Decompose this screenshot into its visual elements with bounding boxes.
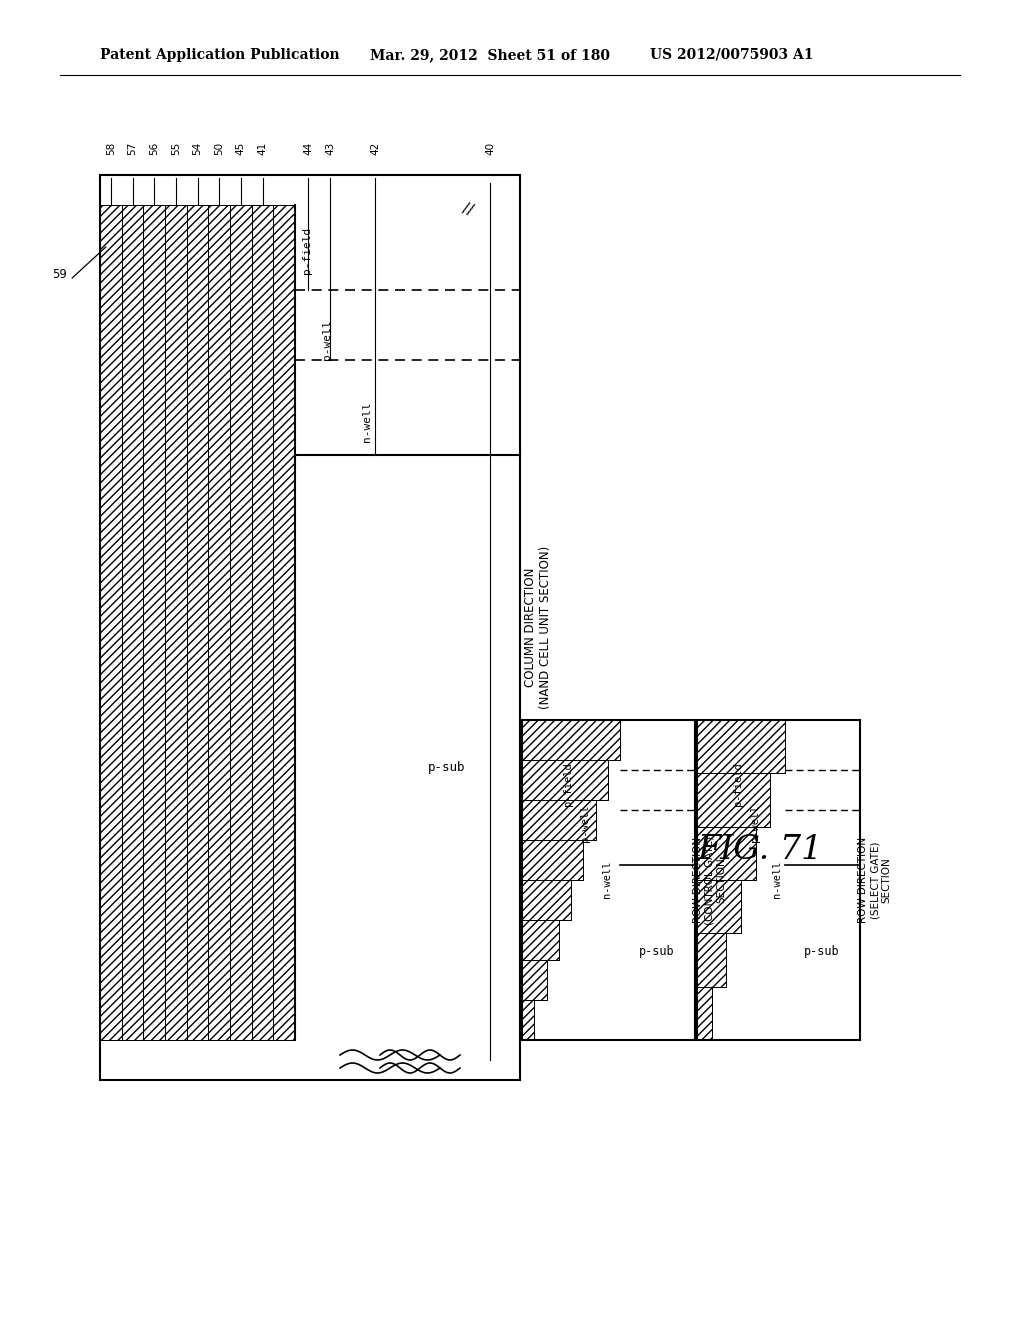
Bar	[522, 760, 608, 800]
Bar	[186, 205, 208, 1040]
Text: p-sub: p-sub	[639, 945, 675, 958]
Text: ROW DIRECTION
(CONTROL GATE)
SECTION: ROW DIRECTION (CONTROL GATE) SECTION	[693, 836, 727, 924]
Bar	[522, 920, 559, 960]
Bar	[165, 205, 186, 1040]
Text: p-field: p-field	[563, 762, 573, 805]
Text: 40: 40	[485, 141, 495, 154]
Text: n-well: n-well	[362, 403, 372, 442]
Bar	[252, 205, 273, 1040]
Text: n-well: n-well	[772, 861, 782, 898]
Text: Mar. 29, 2012  Sheet 51 of 180: Mar. 29, 2012 Sheet 51 of 180	[370, 48, 610, 62]
Bar	[697, 986, 712, 1040]
Bar	[230, 205, 252, 1040]
Text: p-sub: p-sub	[428, 760, 466, 774]
Bar	[100, 176, 520, 1080]
Text: //: //	[461, 201, 475, 219]
Text: n-well: n-well	[602, 861, 612, 898]
Bar	[697, 986, 712, 1040]
Text: 50: 50	[214, 141, 224, 154]
Bar	[522, 840, 584, 880]
Bar	[697, 774, 770, 826]
Bar	[522, 1001, 535, 1040]
Bar	[697, 880, 741, 933]
Bar	[522, 719, 620, 760]
Bar	[165, 205, 186, 1040]
Text: Patent Application Publication: Patent Application Publication	[100, 48, 340, 62]
Bar	[208, 205, 230, 1040]
Bar	[522, 719, 620, 760]
Bar	[697, 880, 741, 933]
Bar	[122, 205, 143, 1040]
Bar	[143, 205, 165, 1040]
Bar	[100, 205, 122, 1040]
Text: p-sub: p-sub	[804, 945, 840, 958]
Bar	[522, 1001, 535, 1040]
Text: 57: 57	[128, 141, 137, 154]
Text: p-well: p-well	[322, 319, 332, 360]
Bar	[522, 760, 608, 800]
Bar	[522, 960, 547, 1001]
Bar	[697, 933, 726, 986]
Bar	[522, 920, 559, 960]
Bar	[522, 880, 571, 920]
Bar	[208, 205, 230, 1040]
Text: US 2012/0075903 A1: US 2012/0075903 A1	[650, 48, 813, 62]
Bar	[522, 880, 571, 920]
Bar	[697, 933, 726, 986]
Bar	[697, 826, 756, 880]
Bar	[697, 826, 756, 880]
Bar	[697, 774, 770, 826]
Bar	[522, 840, 584, 880]
Text: FIG. 71: FIG. 71	[697, 834, 822, 866]
Bar	[697, 719, 860, 1040]
Text: 59: 59	[52, 268, 67, 281]
Text: p-well: p-well	[750, 805, 760, 842]
Bar	[522, 719, 695, 1040]
Bar	[143, 205, 165, 1040]
Text: 54: 54	[193, 141, 203, 154]
Bar	[230, 205, 252, 1040]
Text: ROW DIRECTION
(SELECT GATE)
SECTION: ROW DIRECTION (SELECT GATE) SECTION	[858, 837, 892, 923]
Text: 42: 42	[370, 141, 380, 154]
Bar	[522, 960, 547, 1001]
Bar	[697, 719, 785, 774]
Text: 41: 41	[257, 141, 267, 154]
Bar	[522, 800, 596, 840]
Text: 43: 43	[325, 141, 335, 154]
Text: 45: 45	[236, 141, 246, 154]
Bar	[697, 719, 785, 774]
Bar	[273, 205, 295, 1040]
Text: 55: 55	[171, 141, 181, 154]
Bar	[186, 205, 208, 1040]
Bar	[273, 205, 295, 1040]
Text: COLUMN DIRECTION
(NAND CELL UNIT SECTION): COLUMN DIRECTION (NAND CELL UNIT SECTION…	[524, 545, 552, 709]
Text: p-field: p-field	[733, 762, 743, 805]
Bar	[100, 205, 122, 1040]
Bar	[252, 205, 273, 1040]
Bar	[522, 800, 596, 840]
Text: 58: 58	[105, 141, 116, 154]
Text: 44: 44	[303, 141, 313, 154]
Text: p-well: p-well	[580, 805, 590, 842]
Bar	[122, 205, 143, 1040]
Text: p-field: p-field	[302, 227, 312, 275]
Text: 56: 56	[150, 141, 159, 154]
